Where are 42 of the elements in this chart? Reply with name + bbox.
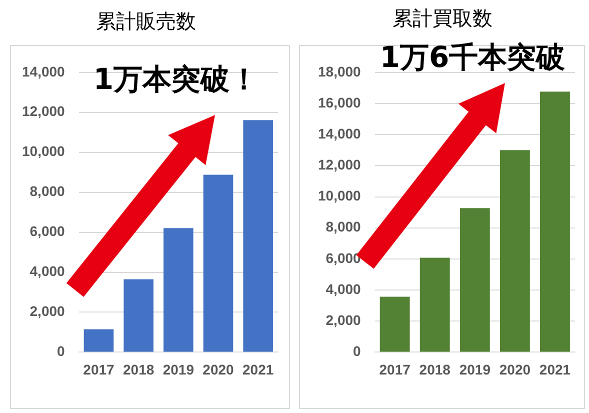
bar xyxy=(243,120,273,352)
chart-title: 累計買取数 xyxy=(392,5,494,32)
bar xyxy=(460,208,490,352)
y-tick-label: 0 xyxy=(353,343,362,360)
y-tick-label: 12,000 xyxy=(318,156,362,173)
x-tick-label: 2020 xyxy=(499,361,531,378)
bar xyxy=(124,279,154,352)
bar xyxy=(420,258,450,352)
bar xyxy=(84,329,114,352)
chart-title: 累計販売数 xyxy=(95,8,197,35)
x-tick-label: 2021 xyxy=(539,361,571,378)
bar xyxy=(540,92,570,352)
y-tick-label: 6,000 xyxy=(326,250,362,266)
x-tick-label: 2017 xyxy=(83,361,115,378)
y-tick-label: 2,000 xyxy=(30,303,66,320)
y-tick-label: 8,000 xyxy=(326,218,362,235)
annotation: 1万本突破！ xyxy=(93,62,259,96)
bar xyxy=(380,296,410,352)
y-tick-label: 4,000 xyxy=(326,280,362,297)
y-tick-label: 2,000 xyxy=(326,312,362,328)
bar xyxy=(203,174,234,352)
y-tick-label: 14,000 xyxy=(22,63,66,80)
x-tick-label: 2019 xyxy=(162,361,194,378)
y-tick-label: 10,000 xyxy=(22,143,66,160)
x-tick-label: 2020 xyxy=(202,361,234,378)
x-tick-label: 2019 xyxy=(459,361,491,378)
y-tick-label: 12,000 xyxy=(22,103,66,120)
bar xyxy=(500,150,530,352)
y-tick-label: 10,000 xyxy=(318,188,362,204)
y-tick-label: 14,000 xyxy=(318,125,362,142)
x-tick-label: 2021 xyxy=(242,361,274,378)
x-tick-label: 2017 xyxy=(379,361,411,378)
bar xyxy=(164,228,194,352)
y-tick-label: 16,000 xyxy=(318,94,362,110)
y-tick-label: 6,000 xyxy=(30,223,66,240)
y-tick-label: 4,000 xyxy=(30,263,66,280)
y-tick-label: 8,000 xyxy=(30,183,66,200)
x-tick-label: 2018 xyxy=(419,361,451,378)
x-tick-label: 2018 xyxy=(122,361,154,378)
y-tick-label: 18,000 xyxy=(318,63,362,80)
y-tick-label: 0 xyxy=(57,343,66,360)
annotation: 1万6千本突破 xyxy=(380,40,566,74)
